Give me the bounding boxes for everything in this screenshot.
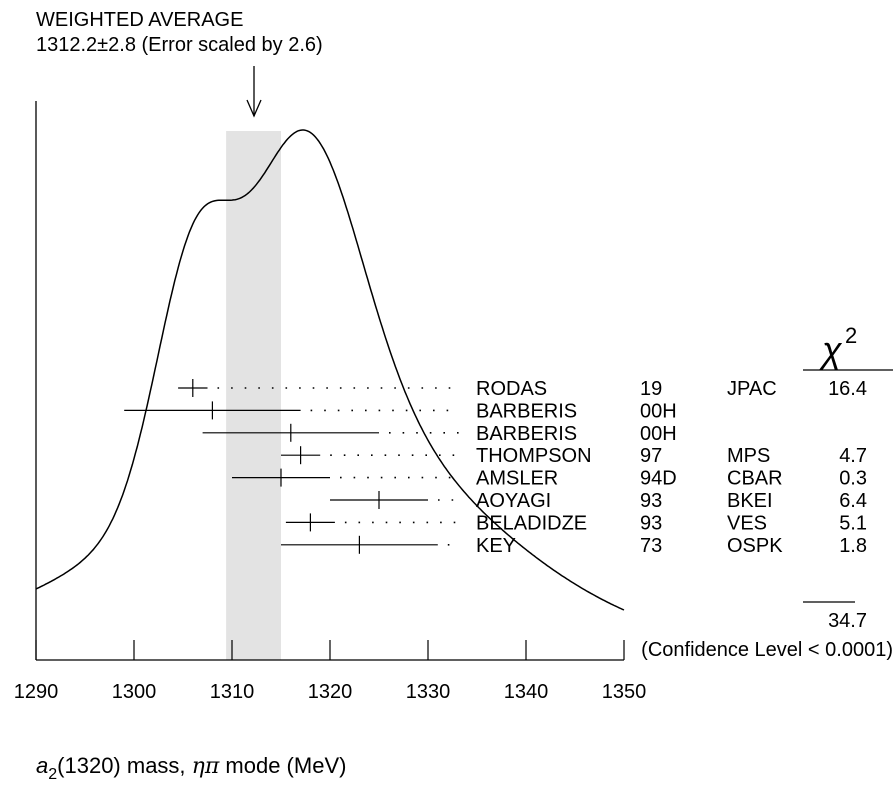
chi2-value: 16.4	[828, 378, 867, 400]
author-label: BARBERIS	[476, 423, 577, 445]
weighted-average-band	[226, 131, 281, 660]
year-label: 97	[640, 445, 662, 467]
technique-label: VES	[727, 512, 767, 534]
x-axis-label-subscript: 2	[48, 766, 57, 783]
confidence-level: (Confidence Level < 0.0001)	[641, 639, 893, 661]
author-label: BELADIDZE	[476, 512, 587, 534]
technique-label: OSPK	[727, 535, 783, 557]
x-tick-label: 1310	[210, 681, 255, 703]
chart-header: WEIGHTED AVERAGE 1312.2±2.8 (Error scale…	[36, 9, 323, 118]
x-tick-label: 1350	[602, 681, 647, 703]
year-label: 93	[640, 512, 662, 534]
technique-label: CBAR	[727, 468, 783, 490]
year-label: 00H	[640, 400, 677, 422]
weighted-average-title: WEIGHTED AVERAGE	[36, 9, 243, 31]
chi2-value: 1.8	[839, 535, 867, 557]
x-axis-label: a2(1320) mass, ηπ mode (MeV)	[36, 753, 346, 783]
author-label: RODAS	[476, 378, 547, 400]
year-label: 94D	[640, 468, 677, 490]
x-tick-label: 1300	[112, 681, 157, 703]
chi2-header: χ	[819, 329, 843, 370]
x-tick-label: 1320	[308, 681, 353, 703]
chi2-column: χ 2 34.7 (Confidence Level < 0.0001)	[641, 323, 893, 661]
chi2-value: 4.7	[839, 445, 867, 467]
x-tick-label: 1340	[504, 681, 549, 703]
chi2-total: 34.7	[828, 610, 867, 632]
year-label: 19	[640, 378, 662, 400]
measurement-row: BARBERIS 00H	[124, 400, 677, 422]
x-axis-ticks: 1290 1300 1310 1320 1330 1340 1350	[14, 640, 647, 703]
x-tick-label: 1330	[406, 681, 451, 703]
measurement-row: BELADIDZE 93 VES 5.1	[285, 512, 867, 534]
ideogram-curve	[35, 129, 625, 611]
author-label: AOYAGI	[476, 490, 551, 512]
measurement-row: AOYAGI 93 BKEI 6.4	[330, 490, 867, 512]
year-label: 73	[640, 535, 662, 557]
technique-label: JPAC	[727, 378, 777, 400]
technique-label: BKEI	[727, 490, 773, 512]
measurement-row: BARBERIS 00H	[202, 423, 677, 445]
chi2-value: 0.3	[839, 468, 867, 490]
author-label: AMSLER	[476, 468, 558, 490]
year-label: 00H	[640, 423, 677, 445]
x-axis-label-mode: ηπ	[192, 754, 220, 779]
x-axis-label-main: (1320) mass,	[57, 753, 192, 778]
author-label: KEY	[476, 535, 516, 557]
author-label: BARBERIS	[476, 400, 577, 422]
chi2-value: 5.1	[839, 512, 867, 534]
chi2-header-power: 2	[845, 323, 857, 348]
year-label: 93	[640, 490, 662, 512]
weighted-average-value: 1312.2±2.8 (Error scaled by 2.6)	[36, 34, 323, 56]
author-label: THOMPSON	[476, 445, 592, 467]
average-arrow-head	[246, 99, 262, 118]
x-tick-label: 1290	[14, 681, 59, 703]
measurement-row: AMSLER 94D CBAR 0.3	[232, 468, 867, 490]
x-axis-label-tail: mode (MeV)	[219, 753, 346, 778]
technique-label: MPS	[727, 445, 770, 467]
measurement-row: RODAS 19 JPAC 16.4	[178, 378, 867, 400]
measurement-row: KEY 73 OSPK 1.8	[281, 535, 867, 557]
measurement-row: THOMPSON 97 MPS 4.7	[281, 445, 867, 467]
x-axis-label-particle: a	[36, 753, 48, 778]
chi2-value: 6.4	[839, 490, 867, 512]
